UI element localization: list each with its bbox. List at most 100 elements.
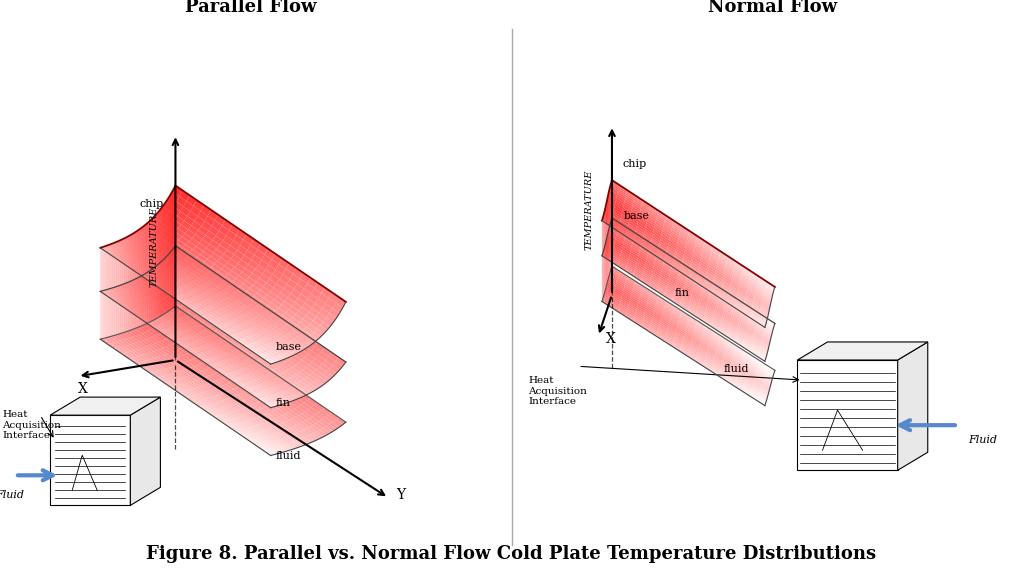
Polygon shape bbox=[132, 309, 142, 315]
Polygon shape bbox=[239, 385, 250, 391]
Polygon shape bbox=[222, 358, 232, 364]
Polygon shape bbox=[272, 374, 282, 381]
Polygon shape bbox=[706, 307, 714, 315]
Polygon shape bbox=[217, 299, 227, 307]
Polygon shape bbox=[233, 417, 243, 423]
Polygon shape bbox=[104, 290, 106, 338]
Polygon shape bbox=[210, 410, 220, 416]
Polygon shape bbox=[719, 339, 727, 345]
Polygon shape bbox=[616, 200, 624, 207]
Polygon shape bbox=[196, 285, 207, 291]
Polygon shape bbox=[306, 312, 316, 320]
Polygon shape bbox=[177, 331, 187, 336]
Polygon shape bbox=[216, 316, 226, 322]
Polygon shape bbox=[181, 391, 191, 397]
Polygon shape bbox=[129, 281, 131, 331]
Polygon shape bbox=[730, 362, 739, 369]
Polygon shape bbox=[621, 297, 629, 303]
Polygon shape bbox=[625, 282, 633, 289]
Polygon shape bbox=[273, 392, 283, 399]
Polygon shape bbox=[626, 313, 634, 320]
Polygon shape bbox=[761, 340, 769, 347]
Polygon shape bbox=[221, 307, 231, 314]
Polygon shape bbox=[720, 325, 728, 332]
Polygon shape bbox=[298, 389, 308, 395]
Polygon shape bbox=[627, 226, 636, 232]
Polygon shape bbox=[716, 349, 724, 355]
Polygon shape bbox=[665, 302, 673, 309]
Polygon shape bbox=[311, 382, 321, 389]
Polygon shape bbox=[304, 338, 314, 344]
Polygon shape bbox=[282, 327, 293, 336]
Polygon shape bbox=[695, 280, 703, 286]
Polygon shape bbox=[180, 305, 190, 312]
Polygon shape bbox=[276, 279, 286, 289]
Polygon shape bbox=[244, 364, 255, 371]
Polygon shape bbox=[750, 360, 758, 367]
Polygon shape bbox=[221, 393, 231, 399]
Polygon shape bbox=[241, 400, 252, 406]
Polygon shape bbox=[212, 396, 222, 402]
Polygon shape bbox=[220, 366, 230, 372]
Polygon shape bbox=[627, 230, 635, 236]
Polygon shape bbox=[243, 328, 254, 334]
Polygon shape bbox=[742, 273, 750, 280]
Polygon shape bbox=[148, 279, 159, 286]
Polygon shape bbox=[604, 248, 612, 254]
Polygon shape bbox=[765, 289, 773, 296]
Polygon shape bbox=[205, 391, 215, 397]
Polygon shape bbox=[685, 244, 694, 251]
Polygon shape bbox=[242, 358, 253, 364]
Polygon shape bbox=[651, 243, 659, 250]
Polygon shape bbox=[648, 253, 656, 260]
Polygon shape bbox=[211, 340, 221, 346]
Polygon shape bbox=[742, 343, 750, 350]
Polygon shape bbox=[186, 344, 196, 351]
Polygon shape bbox=[207, 411, 217, 417]
Polygon shape bbox=[743, 268, 751, 275]
Polygon shape bbox=[741, 275, 749, 282]
Polygon shape bbox=[240, 357, 251, 364]
Polygon shape bbox=[190, 351, 201, 357]
Polygon shape bbox=[312, 359, 322, 367]
Polygon shape bbox=[650, 245, 658, 251]
Polygon shape bbox=[166, 199, 168, 257]
Polygon shape bbox=[209, 348, 219, 355]
Polygon shape bbox=[280, 325, 291, 332]
Polygon shape bbox=[696, 277, 704, 284]
Polygon shape bbox=[163, 289, 173, 296]
Polygon shape bbox=[749, 278, 757, 285]
Polygon shape bbox=[657, 301, 665, 307]
Polygon shape bbox=[302, 303, 312, 312]
Polygon shape bbox=[754, 377, 762, 384]
Polygon shape bbox=[167, 265, 177, 273]
Polygon shape bbox=[214, 293, 224, 299]
Polygon shape bbox=[260, 416, 270, 422]
Polygon shape bbox=[745, 379, 753, 386]
Polygon shape bbox=[180, 284, 190, 290]
Polygon shape bbox=[238, 377, 249, 383]
Polygon shape bbox=[729, 366, 739, 373]
Polygon shape bbox=[235, 276, 246, 284]
Polygon shape bbox=[194, 394, 205, 400]
Polygon shape bbox=[750, 348, 758, 355]
Polygon shape bbox=[287, 347, 298, 355]
Polygon shape bbox=[761, 339, 769, 346]
Polygon shape bbox=[305, 354, 315, 362]
Polygon shape bbox=[285, 443, 296, 449]
Polygon shape bbox=[171, 263, 181, 270]
Text: base: base bbox=[276, 342, 302, 351]
Polygon shape bbox=[134, 350, 144, 355]
Polygon shape bbox=[692, 339, 700, 346]
Polygon shape bbox=[697, 310, 705, 316]
Polygon shape bbox=[151, 358, 162, 364]
Polygon shape bbox=[308, 408, 318, 414]
Polygon shape bbox=[211, 314, 221, 321]
Polygon shape bbox=[183, 259, 193, 268]
Polygon shape bbox=[624, 240, 632, 247]
Polygon shape bbox=[611, 267, 619, 274]
Polygon shape bbox=[665, 290, 674, 296]
Polygon shape bbox=[765, 321, 774, 328]
Polygon shape bbox=[136, 286, 146, 292]
Polygon shape bbox=[183, 328, 193, 334]
